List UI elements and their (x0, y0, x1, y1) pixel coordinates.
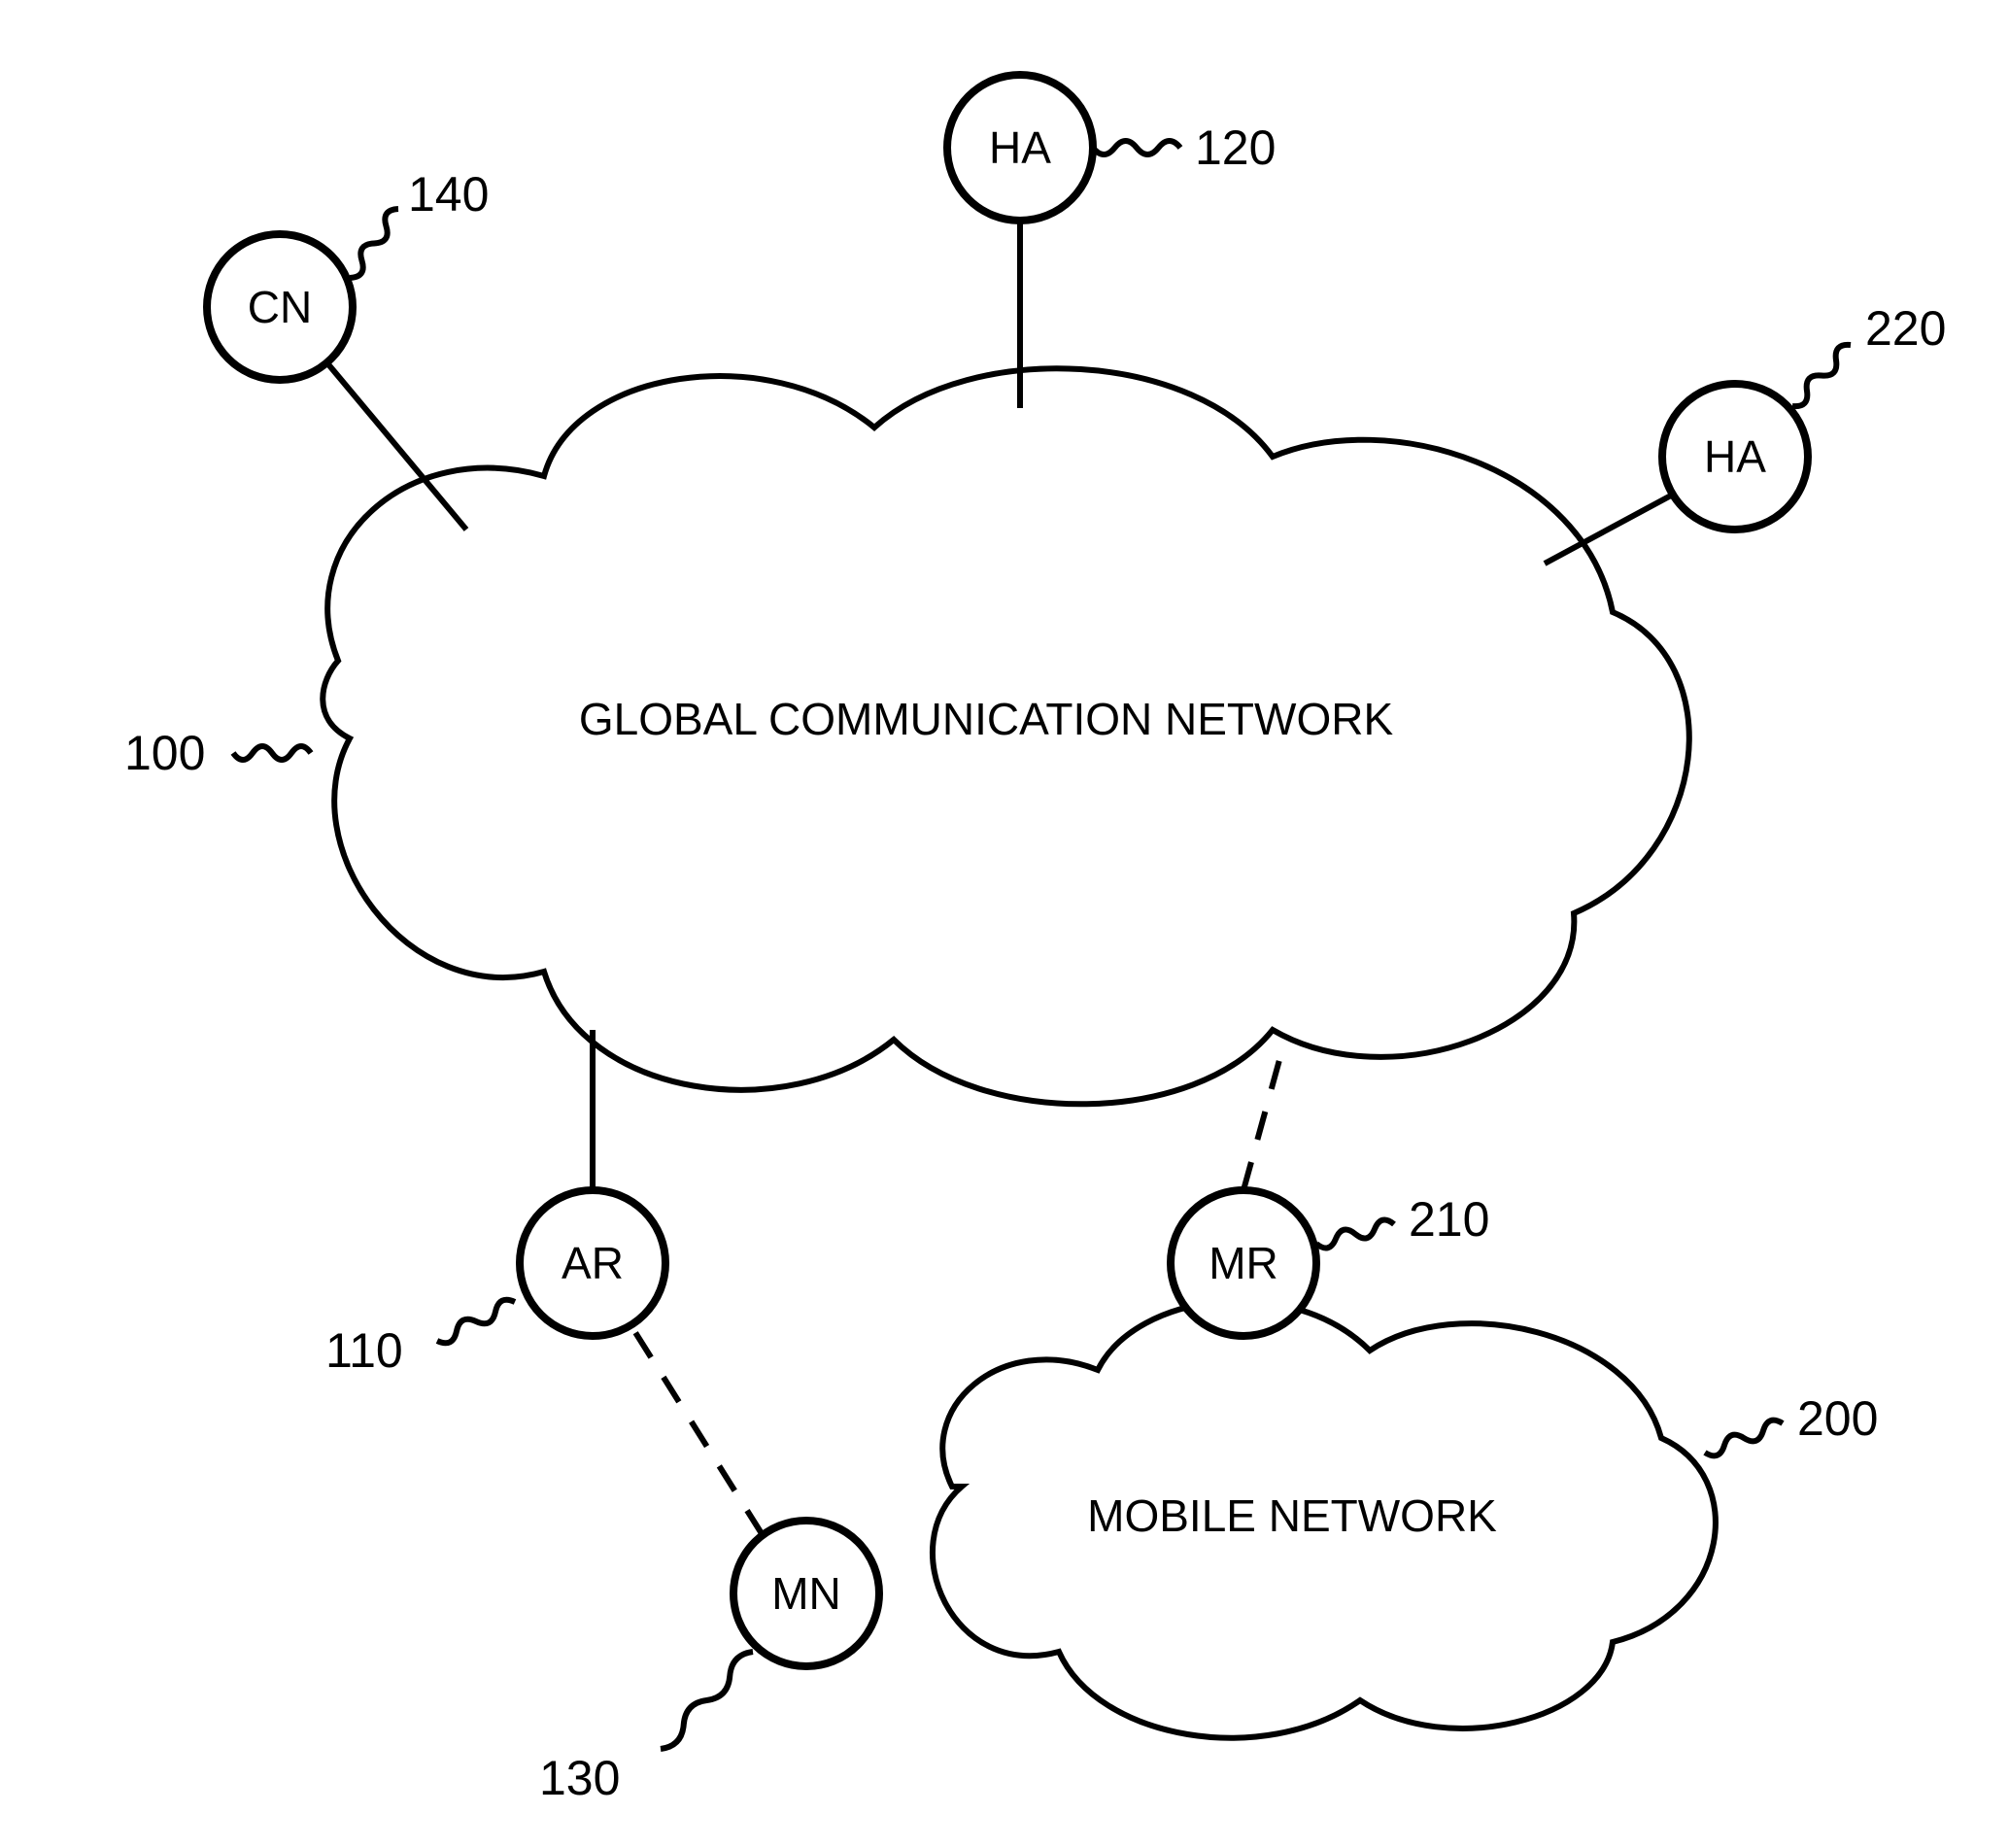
ref-140: 140 (408, 167, 489, 222)
ref-220-squiggle (1792, 345, 1851, 406)
mobile-cloud-label: MOBILE NETWORK (1087, 1490, 1497, 1541)
link-mr (1243, 1049, 1282, 1190)
node-ar-label: AR (562, 1238, 624, 1288)
ref-130-squiggle (661, 1652, 753, 1749)
node-cn-label: CN (248, 282, 312, 332)
ref-100: 100 (124, 726, 205, 780)
node-mr-label: MR (1209, 1238, 1278, 1288)
ref-200: 200 (1797, 1391, 1878, 1446)
node-ha2: HA (1662, 384, 1808, 530)
network-diagram: GLOBAL COMMUNICATION NETWORK MOBILE NETW… (0, 0, 2009, 1848)
node-mn: MN (733, 1521, 879, 1666)
node-ha1-label: HA (989, 122, 1051, 173)
link-mn (631, 1326, 763, 1535)
ref-120-squiggle (1093, 141, 1180, 154)
global-cloud: GLOBAL COMMUNICATION NETWORK (323, 368, 1689, 1104)
node-mn-label: MN (771, 1568, 841, 1619)
ref-110: 110 (325, 1323, 403, 1378)
node-ha1: HA (947, 75, 1093, 221)
node-cn: CN (207, 234, 353, 380)
ref-130: 130 (539, 1751, 620, 1805)
node-mr: MR (1171, 1190, 1316, 1336)
ref-100-squiggle (233, 746, 311, 760)
ref-110-squiggle (437, 1300, 515, 1344)
ref-220: 220 (1865, 301, 1946, 356)
ref-210: 210 (1409, 1192, 1489, 1247)
ref-210-squiggle (1316, 1219, 1394, 1248)
ref-200-squiggle (1705, 1420, 1783, 1456)
node-ar: AR (520, 1190, 665, 1336)
ref-140-squiggle (350, 209, 398, 278)
node-ha2-label: HA (1704, 431, 1766, 482)
mobile-cloud: MOBILE NETWORK (933, 1301, 1716, 1738)
global-cloud-label: GLOBAL COMMUNICATION NETWORK (579, 694, 1394, 744)
ref-120: 120 (1195, 120, 1276, 175)
